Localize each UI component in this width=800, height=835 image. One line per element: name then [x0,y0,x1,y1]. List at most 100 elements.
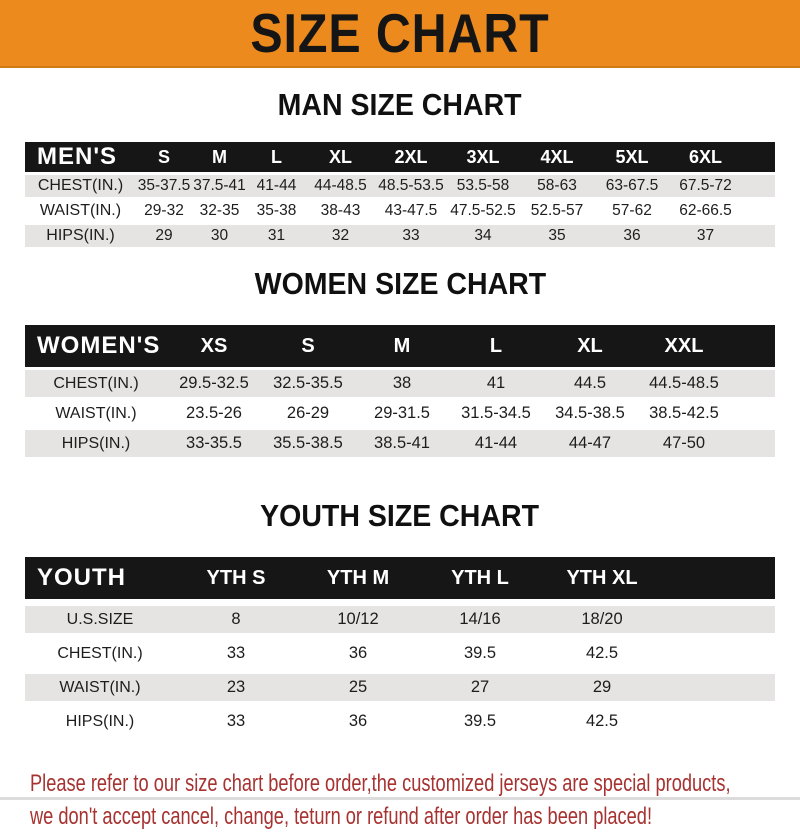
cell: 44.5 [543,370,637,397]
womens-waist-row: WAIST(IN.) 23.5-26 26-29 29-31.5 31.5-34… [25,400,775,427]
mens-size-table: MEN'S S M L XL 2XL 3XL 4XL 5XL 6XL CHEST… [25,139,775,250]
womens-col-s: S [261,325,355,367]
cell: 29-32 [136,200,192,222]
size-chart-banner: SIZE CHART [0,0,800,68]
row-label: CHEST(IN.) [25,370,167,397]
man-section-title-text: MAN SIZE CHART [277,87,523,122]
row-label: HIPS(IN.) [25,708,175,735]
womens-header-row: WOMEN'S XS S M L XL XXL [25,325,775,367]
row-spacer [731,370,775,397]
youth-header-spacer [663,557,775,599]
cell: 42.5 [541,640,663,667]
mens-col-4xl: 4XL [519,142,595,172]
youth-waist-row: WAIST(IN.) 23 25 27 29 [25,674,775,701]
row-spacer [742,200,775,222]
row-spacer [663,640,775,667]
row-label: WAIST(IN.) [25,400,167,427]
disclaimer-line-1: Please refer to our size chart before or… [30,770,731,797]
womens-col-xl: XL [543,325,637,367]
cell: 33 [375,225,447,247]
cell: 44.5-48.5 [637,370,731,397]
mens-header-row: MEN'S S M L XL 2XL 3XL 4XL 5XL 6XL [25,142,775,172]
cell: 29-31.5 [355,400,449,427]
disclaimer-line-2: we don't accept cancel, change, teturn o… [30,803,653,830]
cell: 67.5-72 [669,175,742,197]
cell: 18/20 [541,606,663,633]
cell: 63-67.5 [595,175,669,197]
cell: 38.5-41 [355,430,449,457]
womens-col-l: L [449,325,543,367]
row-label: HIPS(IN.) [25,225,136,247]
row-spacer [742,175,775,197]
youth-col-xl: YTH XL [541,557,663,599]
youth-header-label: YOUTH [25,557,175,599]
mens-header-label: MEN'S [25,142,136,172]
cell: 33-35.5 [167,430,261,457]
mens-col-3xl: 3XL [447,142,519,172]
cell: 23.5-26 [167,400,261,427]
womens-size-table: WOMEN'S XS S M L XL XXL CHEST(IN.) 29.5-… [25,322,775,460]
cell: 44-47 [543,430,637,457]
cell: 38-43 [306,200,375,222]
youth-col-m: YTH M [297,557,419,599]
womens-col-m: M [355,325,449,367]
cell: 34 [447,225,519,247]
cell: 32 [306,225,375,247]
man-section-title: MAN SIZE CHART [0,89,800,124]
cell: 26-29 [261,400,355,427]
cell: 27 [419,674,541,701]
cell: 37.5-41 [192,175,247,197]
cell: 8 [175,606,297,633]
cell: 41 [449,370,543,397]
youth-chest-row: CHEST(IN.) 33 36 39.5 42.5 [25,640,775,667]
cell: 32-35 [192,200,247,222]
row-label: WAIST(IN.) [25,200,136,222]
cell: 35-37.5 [136,175,192,197]
row-label: CHEST(IN.) [25,640,175,667]
cell: 41-44 [247,175,306,197]
cell: 41-44 [449,430,543,457]
youth-section-title-text: YOUTH SIZE CHART [260,498,540,533]
cell: 31 [247,225,306,247]
cell: 35 [519,225,595,247]
mens-col-6xl: 6XL [669,142,742,172]
cell: 48.5-53.5 [375,175,447,197]
row-label: HIPS(IN.) [25,430,167,457]
cell: 35.5-38.5 [261,430,355,457]
cell: 35-38 [247,200,306,222]
cell: 33 [175,640,297,667]
cell: 36 [297,708,419,735]
cell: 47.5-52.5 [447,200,519,222]
cell: 47-50 [637,430,731,457]
row-label: WAIST(IN.) [25,674,175,701]
mens-col-5xl: 5XL [595,142,669,172]
row-spacer [663,674,775,701]
cell: 30 [192,225,247,247]
cell: 10/12 [297,606,419,633]
mens-chest-row: CHEST(IN.) 35-37.5 37.5-41 41-44 44-48.5… [25,175,775,197]
cell: 31.5-34.5 [449,400,543,427]
cell: 36 [297,640,419,667]
mens-col-s: S [136,142,192,172]
bottom-divider [0,797,800,800]
cell: 44-48.5 [306,175,375,197]
cell: 57-62 [595,200,669,222]
mens-col-l: L [247,142,306,172]
youth-col-l: YTH L [419,557,541,599]
cell: 33 [175,708,297,735]
cell: 34.5-38.5 [543,400,637,427]
youth-ussize-row: U.S.SIZE 8 10/12 14/16 18/20 [25,606,775,633]
cell: 62-66.5 [669,200,742,222]
youth-size-table: YOUTH YTH S YTH M YTH L YTH XL U.S.SIZE … [25,550,775,742]
cell: 37 [669,225,742,247]
women-section-title: WOMEN SIZE CHART [0,268,800,303]
cell: 52.5-57 [519,200,595,222]
women-section-title-text: WOMEN SIZE CHART [254,266,546,301]
mens-header-spacer [742,142,775,172]
cell: 42.5 [541,708,663,735]
row-label: U.S.SIZE [25,606,175,633]
womens-header-label: WOMEN'S [25,325,167,367]
cell: 38 [355,370,449,397]
row-label: CHEST(IN.) [25,175,136,197]
cell: 38.5-42.5 [637,400,731,427]
